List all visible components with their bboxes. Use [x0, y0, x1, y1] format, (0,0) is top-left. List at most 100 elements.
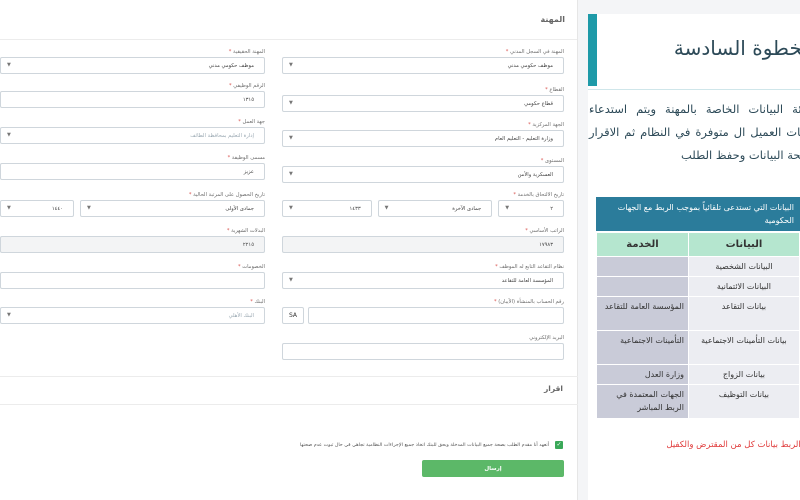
- step-info-panel: الخطوة السادسة تعبئة البيانات الخاصة بال…: [588, 14, 800, 500]
- retirement-system-field: نظام التقاعد التابع له الموظف * المؤسسة …: [282, 263, 564, 289]
- agreement-row: ✓ أتعهد أنا مقدم الطلب بصحة جميع البيانا…: [300, 441, 563, 449]
- monthly-allowances-field: البدلات الشهرية * ٢٢١٥: [0, 227, 265, 253]
- table-row: بيانات التقاعد المؤسسة العامة للتقاعد: [596, 296, 800, 331]
- professional-data-form: المهنة المهنة في السجل المدني * موظف حكو…: [0, 0, 578, 500]
- auto-data-table: البيانات الخدمة البيانات الشخصية البيانا…: [596, 232, 800, 419]
- chevron-down-icon: ▼: [7, 312, 11, 318]
- service-cell: الجهات المعتمدة في الربط المباشر: [596, 384, 689, 419]
- field-label: الراتب الأساسي *: [525, 228, 564, 234]
- field-label: البدلات الشهرية *: [226, 228, 265, 234]
- service-cell: [596, 276, 689, 297]
- basic-salary-input[interactable]: ١٧٩٨٣: [282, 236, 564, 253]
- table-row: بيانات الزواج وزارة العدل: [596, 364, 800, 385]
- hire-day-select[interactable]: ٢ ▼: [498, 200, 564, 217]
- field-label: رقم الحساب بالمنشأة (الآيبان) *: [493, 299, 564, 305]
- rank-field: المستوى * العسكرية والأمن ▼: [282, 157, 564, 183]
- field-label: البنك *: [250, 299, 265, 305]
- iban-input[interactable]: [308, 307, 564, 324]
- sector-field: القطاع * قطاع حكومي ▼: [282, 86, 564, 112]
- header-service: الخدمة: [596, 232, 689, 257]
- iban-field: رقم الحساب بالمنشأة (الآيبان) *: [308, 298, 564, 324]
- field-label: المستوى *: [540, 158, 564, 164]
- step-title: الخطوة السادسة: [673, 36, 800, 60]
- field-label: الجهة المركزية *: [528, 122, 564, 128]
- data-cell: بيانات الزواج: [687, 364, 800, 385]
- field-label: المهنة الحقيقية *: [228, 49, 265, 55]
- declaration-title: اقرار: [543, 384, 563, 393]
- current-grade-date-field: تاريخ الحصول على المرتبة الحالية * جمادى…: [0, 191, 265, 217]
- table-row: بيانات التأمينات الاجتماعية التأمينات ال…: [596, 330, 800, 365]
- chevron-down-icon: ▼: [7, 132, 11, 138]
- occupation-actual-field: المهنة الحقيقية * موظف حكومي مدني ▼: [0, 48, 265, 74]
- divider: [588, 89, 800, 90]
- chevron-down-icon: ▼: [505, 205, 510, 211]
- table-row: البيانات الائتمانية: [596, 276, 800, 297]
- data-cell: بيانات التقاعد: [687, 296, 800, 331]
- hire-date-selects: ٢ ▼ جمادى الآخرة ▼ ١٤٣٣ ▼: [282, 200, 564, 217]
- field-label: نظام التقاعد التابع له الموظف *: [495, 264, 564, 270]
- deductions-input[interactable]: [0, 272, 265, 289]
- step-description: تعبئة البيانات الخاصة بالمهنة ويتم استدع…: [589, 102, 800, 162]
- chevron-down-icon: ▼: [289, 100, 293, 106]
- basic-salary-field: الراتب الأساسي * ١٧٩٨٣: [282, 227, 564, 253]
- bank-select[interactable]: البنك الأهلي ▼: [0, 307, 265, 324]
- grade-month-select[interactable]: جمادى الأولى ▼: [80, 200, 265, 217]
- monthly-allowances-input[interactable]: ٢٢١٥: [0, 236, 265, 253]
- chevron-down-icon: ▼: [289, 135, 293, 141]
- sector-select[interactable]: قطاع حكومي ▼: [282, 95, 564, 112]
- field-label: البريد الإلكتروني: [529, 335, 564, 341]
- field-label: القطاع *: [545, 87, 564, 93]
- deductions-field: الخصومات *: [0, 263, 265, 289]
- accent-strip: [588, 14, 597, 86]
- agreement-text: أتعهد أنا مقدم الطلب بصحة جميع البيانات …: [299, 442, 549, 448]
- service-cell: [596, 256, 689, 277]
- data-cell: البيانات الشخصية: [687, 256, 800, 277]
- employer-select[interactable]: وزارة التعليم - التعليم العام ▼: [282, 130, 564, 147]
- bank-field: البنك * البنك الأهلي ▼: [0, 298, 265, 324]
- field-label: جهة العمل *: [238, 119, 265, 125]
- grade-year-select[interactable]: ١٤٤٠ ▼: [0, 200, 74, 217]
- hire-year-select[interactable]: ١٤٣٣ ▼: [282, 200, 372, 217]
- occupation-registry-field: المهنة في السجل المدني * موظف حكومي مدني…: [282, 48, 564, 74]
- table-row: بيانات التوظيف الجهات المعتمدة في الربط …: [596, 384, 800, 419]
- agreement-checkbox[interactable]: ✓: [555, 441, 563, 449]
- job-number-input[interactable]: ١٣١٥: [0, 91, 265, 108]
- field-label: تاريخ الحصول على المرتبة الحالية *: [188, 192, 265, 198]
- field-label: المهنة في السجل المدني *: [505, 49, 564, 55]
- data-cell: بيانات التأمينات الاجتماعية: [687, 330, 800, 365]
- table-header-row: البيانات الخدمة: [596, 232, 800, 257]
- job-number-field: الرقم الوظيفي * ١٣١٥: [0, 82, 265, 108]
- employer-branch-field: جهة العمل * إدارة التعليم بمحافظة الطائف…: [0, 118, 265, 144]
- job-title-field: مسمى الوظيفة * عزيز: [0, 154, 265, 180]
- divider: [0, 376, 578, 377]
- field-label: الرقم الوظيفي *: [228, 83, 265, 89]
- linking-footnote: يتم الربط بيانات كل من المقترض والكفيل: [666, 440, 800, 450]
- chevron-down-icon: ▼: [7, 62, 11, 68]
- field-label: الخصومات *: [237, 264, 265, 270]
- employer-branch-select[interactable]: إدارة التعليم بمحافظة الطائف ▼: [0, 127, 265, 144]
- chevron-down-icon: ▼: [384, 205, 389, 211]
- chevron-down-icon: ▼: [289, 171, 293, 177]
- retirement-system-select[interactable]: المؤسسة العامة للتقاعد ▼: [282, 272, 564, 289]
- chevron-down-icon: ▼: [87, 205, 91, 211]
- table-caption: البيانات التي تستدعى تلقائياً بموجب الرب…: [596, 197, 800, 231]
- chevron-down-icon: ▼: [289, 62, 293, 68]
- employer-field: الجهة المركزية * وزارة التعليم - التعليم…: [282, 121, 564, 147]
- submit-button[interactable]: إرسال: [422, 460, 564, 477]
- rank-select[interactable]: العسكرية والأمن ▼: [282, 166, 564, 183]
- occupation-actual-select[interactable]: موظف حكومي مدني ▼: [0, 57, 265, 74]
- occupation-registry-select[interactable]: موظف حكومي مدني ▼: [282, 57, 564, 74]
- divider: [0, 404, 578, 405]
- job-title-input[interactable]: عزيز: [0, 163, 265, 180]
- hire-month-select[interactable]: جمادى الآخرة ▼: [377, 200, 493, 217]
- service-cell: وزارة العدل: [596, 364, 689, 385]
- iban-prefix: SA: [282, 307, 304, 324]
- email-input[interactable]: [282, 343, 564, 360]
- service-cell: التأمينات الاجتماعية: [596, 330, 689, 365]
- data-cell: بيانات التوظيف: [687, 384, 800, 419]
- data-cell: البيانات الائتمانية: [687, 276, 800, 297]
- field-label: تاريخ الالتحاق بالخدمة *: [513, 192, 564, 198]
- chevron-down-icon: ▼: [289, 205, 293, 211]
- field-label: مسمى الوظيفة *: [227, 155, 265, 161]
- table-row: البيانات الشخصية: [596, 256, 800, 277]
